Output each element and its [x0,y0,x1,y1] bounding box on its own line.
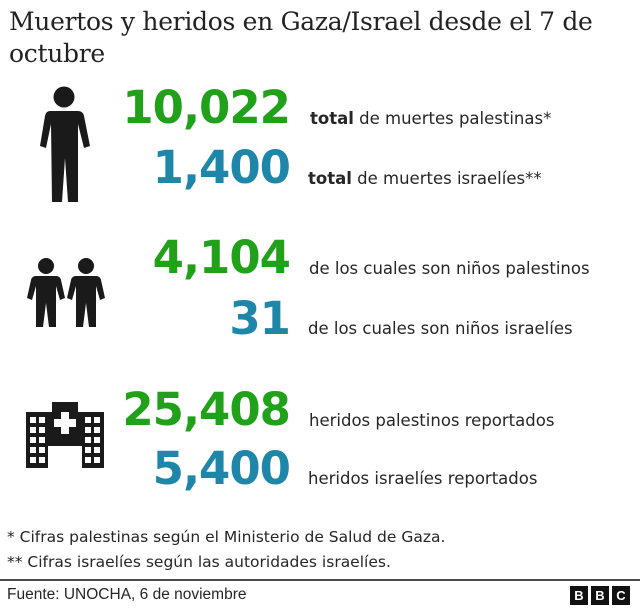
label-bold: total [310,109,354,128]
israeli-deaths-label: total de muertes israelíes** [308,168,542,190]
label-rest: de muertes palestinas* [353,109,552,128]
footnote-israeli: ** Cifras israelíes según las autoridade… [7,553,391,571]
footer-divider [0,579,640,581]
label-rest: de muertes israelíes** [351,169,542,188]
israeli-children-label: de los cuales son niños israelíes [308,319,573,338]
infographic-title: Muertos y heridos en Gaza/Israel desde e… [9,7,593,68]
label-bold: total [308,169,352,188]
children-icon [27,258,105,327]
logo-letter: B [591,586,609,605]
israeli-deaths-value: 1,400 [152,141,291,194]
israeli-wounded-label: heridos israelíes reportados [308,469,538,488]
palestinian-deaths-label: total de muertes palestinas* [310,108,551,130]
hospital-icon [26,402,104,468]
footnote-palestinian: * Cifras palestinas según el Ministerio … [7,528,446,546]
palestinian-children-value: 4,104 [152,231,291,284]
person-icon [40,86,90,202]
palestinian-children-label: de los cuales son niños palestinos [309,259,590,278]
logo-letter: B [570,586,588,605]
palestinian-wounded-label: heridos palestinos reportados [309,411,555,430]
logo-letter: C [612,586,630,605]
israeli-wounded-value: 5,400 [152,442,291,495]
palestinian-wounded-value: 25,408 [122,383,291,436]
source-credit: Fuente: UNOCHA, 6 de noviembre [7,586,247,603]
israeli-children-value: 31 [229,292,291,345]
bbc-logo: B B C [570,586,630,605]
palestinian-deaths-value: 10,022 [122,81,291,134]
